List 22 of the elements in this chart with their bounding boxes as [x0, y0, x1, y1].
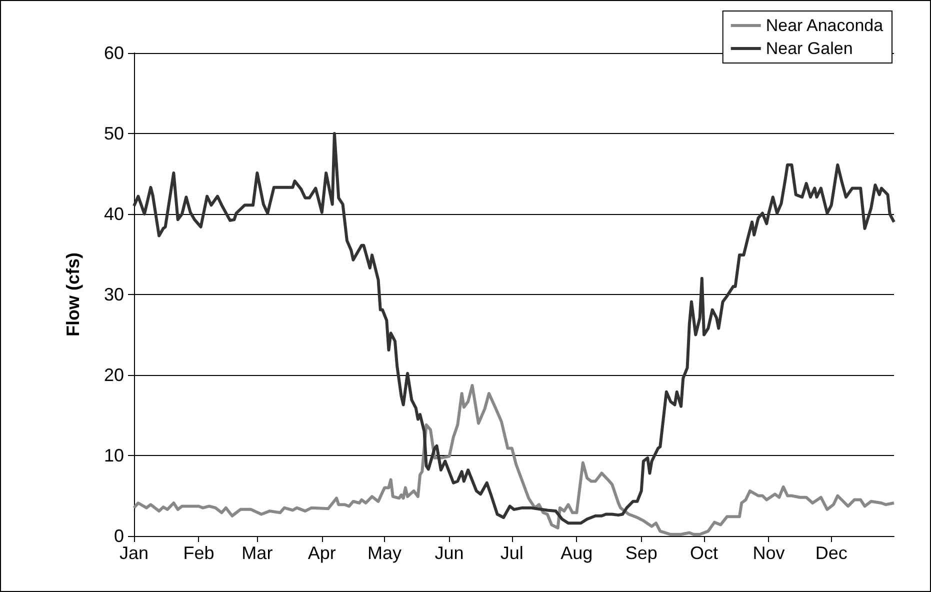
- x-tick-label: Nov: [752, 543, 785, 563]
- y-axis-title: Flow (cfs): [63, 252, 83, 336]
- y-tick-label: 20: [104, 365, 124, 385]
- y-tick-label: 30: [104, 284, 124, 304]
- y-tick-label: 50: [104, 124, 124, 144]
- y-tick-label: 10: [104, 446, 124, 466]
- x-tick-label: Aug: [560, 543, 593, 563]
- y-tick-label: 60: [104, 43, 124, 63]
- y-tick-label: 40: [104, 204, 124, 224]
- y-tick-label: 0: [114, 526, 124, 546]
- x-tick-label: May: [368, 543, 402, 563]
- x-tick-label: Jul: [500, 543, 524, 563]
- legend-label: Near Galen: [766, 39, 853, 58]
- x-tick-label: Sep: [625, 543, 658, 563]
- x-tick-label: Feb: [183, 543, 214, 563]
- x-tick-label: Dec: [815, 543, 848, 563]
- legend-label: Near Anaconda: [766, 16, 884, 35]
- x-tick-label: Mar: [242, 543, 273, 563]
- x-tick-label: Jun: [434, 543, 464, 563]
- x-tick-label: Jan: [119, 543, 149, 563]
- x-tick-label: Apr: [308, 543, 336, 563]
- x-tick-label: Oct: [690, 543, 718, 563]
